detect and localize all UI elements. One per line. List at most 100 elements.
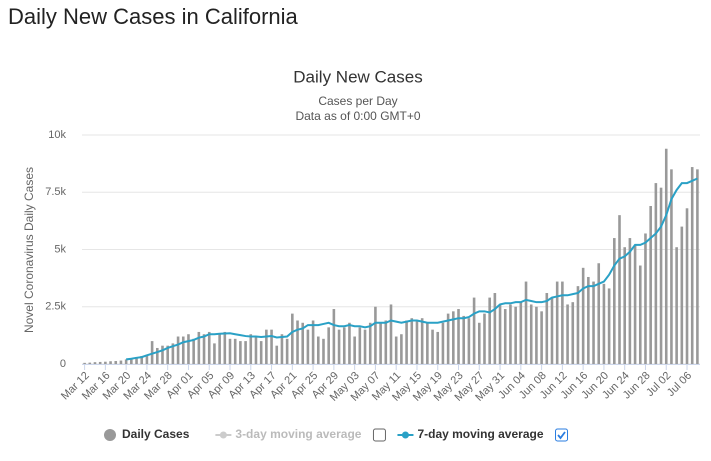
legend-label: 7-day moving average (417, 427, 543, 441)
bar (696, 169, 699, 364)
bar (664, 148, 668, 364)
bar (296, 320, 299, 364)
bar (467, 318, 471, 364)
legend-item[interactable]: 3-day moving average (215, 427, 362, 441)
bar (218, 334, 221, 364)
bar (239, 341, 242, 364)
bar (420, 318, 424, 364)
bar (535, 306, 538, 364)
legend-item[interactable]: Daily Cases (104, 427, 190, 441)
bar (581, 267, 585, 364)
bar (265, 329, 268, 364)
bar (592, 281, 595, 364)
bar (342, 327, 346, 364)
y-axis-label: Novel Coronavirus Daily Cases (22, 167, 36, 333)
bar (477, 322, 481, 364)
bar (602, 283, 606, 364)
bar (244, 341, 247, 364)
legend-label: 3-day moving average (235, 427, 361, 441)
bar (587, 276, 590, 364)
bar (545, 293, 549, 364)
bar (140, 355, 144, 364)
bar (135, 357, 138, 364)
bar (223, 331, 227, 364)
bar (104, 361, 107, 364)
bar (483, 313, 486, 364)
bar (509, 304, 512, 364)
bar (519, 302, 523, 364)
bar (291, 313, 294, 364)
bar (332, 309, 336, 364)
bar (550, 297, 554, 364)
chart-subtitle: Data as of 0:00 GMT+0 (295, 109, 420, 123)
bar (410, 318, 414, 364)
bar (374, 306, 377, 364)
bar (254, 336, 258, 364)
bar (228, 338, 232, 364)
bar (358, 327, 362, 364)
checkbox-box[interactable] (372, 428, 386, 442)
page-title: Daily New Cases in California (8, 4, 299, 29)
bar (441, 322, 445, 364)
bar (426, 322, 429, 364)
legend-symbol (219, 431, 227, 439)
bar (197, 331, 201, 364)
bar (503, 309, 507, 364)
checkbox[interactable] (555, 428, 569, 442)
bar (690, 167, 694, 364)
bar (561, 281, 564, 364)
bar (405, 320, 408, 364)
bar (462, 315, 466, 364)
bar (394, 336, 398, 364)
bar (301, 322, 305, 364)
bar (259, 341, 263, 364)
checkbox-check (557, 431, 566, 440)
checkbox[interactable] (372, 428, 386, 442)
bar (130, 358, 133, 364)
legend-item[interactable]: 7-day moving average (397, 427, 544, 441)
bar (171, 343, 175, 364)
bar (249, 334, 253, 364)
x-tick-label: Jul 06 (665, 370, 694, 399)
bar (659, 187, 663, 364)
bar (457, 309, 460, 364)
bar (145, 354, 149, 364)
bar (156, 347, 159, 364)
bar (638, 265, 642, 364)
bar (654, 183, 658, 364)
bar (488, 297, 491, 364)
checkbox-box[interactable] (555, 428, 569, 442)
legend-label: Daily Cases (122, 427, 190, 441)
bar (607, 288, 611, 364)
bar (597, 263, 601, 364)
bar (285, 338, 289, 364)
bar (119, 360, 123, 364)
y-tick-label: 5k (54, 243, 66, 255)
bar (524, 281, 528, 364)
bar (306, 329, 310, 364)
bar (493, 293, 497, 364)
bar (161, 345, 164, 364)
legend-symbol (401, 431, 409, 439)
bar (192, 338, 195, 364)
bar (644, 233, 647, 364)
bar (436, 331, 440, 364)
bar (431, 329, 434, 364)
bar (187, 334, 190, 364)
bar (181, 336, 185, 364)
bar (613, 238, 616, 364)
y-tick-label: 7.5k (45, 186, 66, 198)
bar (379, 322, 382, 364)
bar (176, 336, 180, 364)
bar (88, 362, 92, 364)
bar (83, 362, 86, 364)
bar (280, 334, 284, 364)
bar (566, 304, 569, 364)
bar (207, 331, 211, 364)
bar (275, 345, 279, 364)
bar (555, 281, 559, 364)
bar (368, 322, 372, 364)
legend-symbol (104, 429, 116, 441)
bar (576, 286, 580, 364)
